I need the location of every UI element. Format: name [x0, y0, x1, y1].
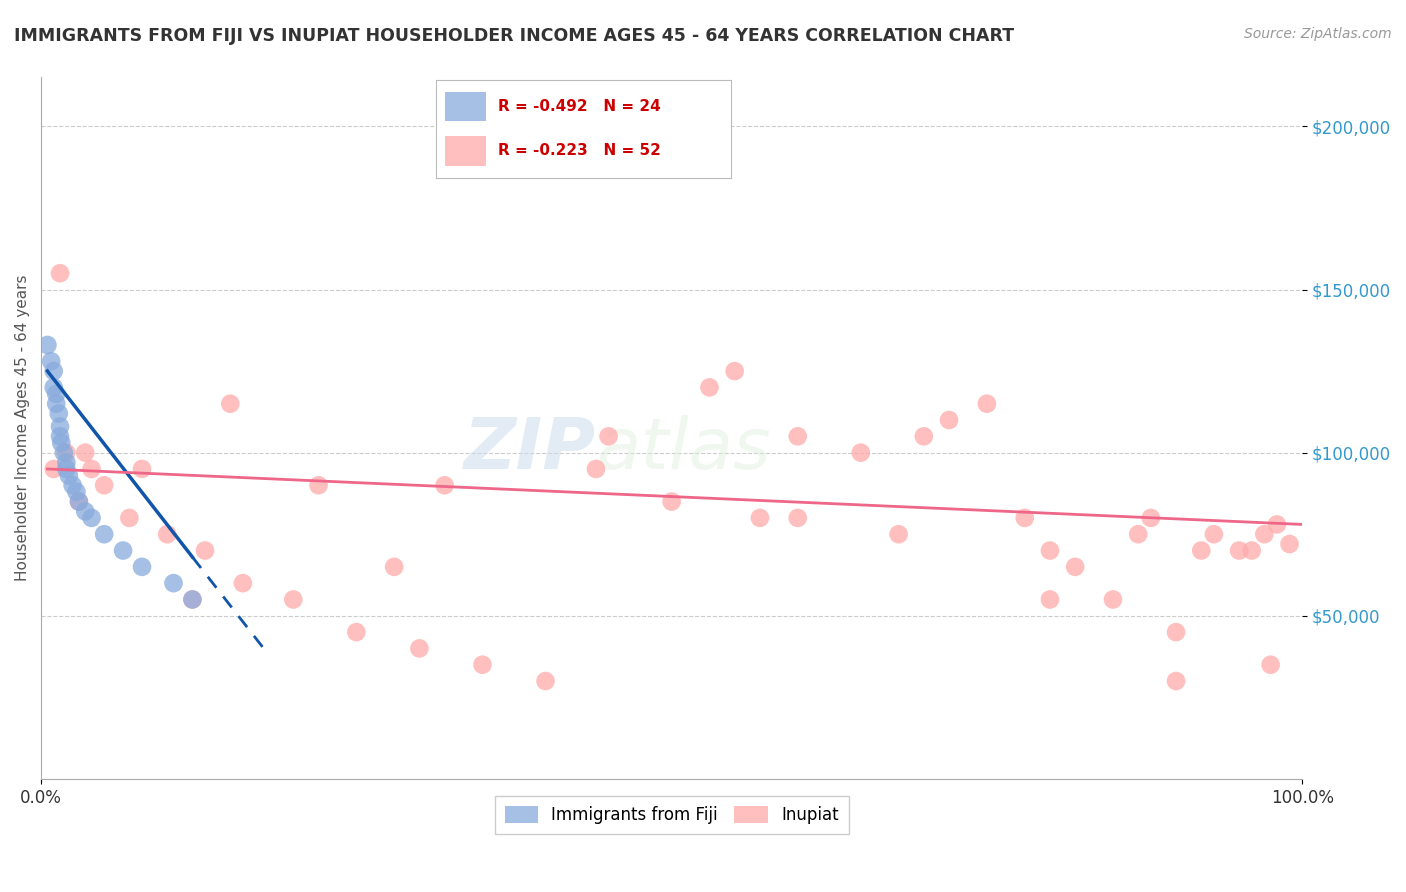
- Point: [308, 478, 330, 492]
- Point: [1278, 537, 1301, 551]
- Point: [49, 419, 72, 434]
- Point: [1265, 517, 1288, 532]
- Point: [408, 641, 430, 656]
- Point: [1227, 543, 1250, 558]
- Point: [1260, 657, 1282, 672]
- Text: atlas: atlas: [596, 415, 770, 483]
- Point: [938, 413, 960, 427]
- Point: [471, 657, 494, 672]
- Point: [724, 364, 747, 378]
- Point: [131, 559, 153, 574]
- Point: [62, 478, 84, 492]
- Point: [699, 380, 721, 394]
- Point: [51, 435, 73, 450]
- Point: [219, 397, 242, 411]
- Point: [67, 494, 90, 508]
- Point: [49, 429, 72, 443]
- Point: [1240, 543, 1263, 558]
- Point: [1253, 527, 1275, 541]
- Point: [534, 673, 557, 688]
- Point: [45, 397, 67, 411]
- Point: [661, 494, 683, 508]
- Point: [45, 387, 67, 401]
- Point: [181, 592, 204, 607]
- Bar: [444, 92, 486, 121]
- Point: [1164, 625, 1187, 640]
- Text: R = -0.492   N = 24: R = -0.492 N = 24: [498, 99, 661, 114]
- Point: [55, 445, 77, 459]
- Point: [65, 484, 87, 499]
- Point: [42, 364, 65, 378]
- Point: [1189, 543, 1212, 558]
- Text: IMMIGRANTS FROM FIJI VS INUPIAT HOUSEHOLDER INCOME AGES 45 - 64 YEARS CORRELATIO: IMMIGRANTS FROM FIJI VS INUPIAT HOUSEHOL…: [14, 27, 1014, 45]
- Point: [912, 429, 935, 443]
- Point: [93, 478, 115, 492]
- Point: [93, 527, 115, 541]
- Point: [118, 511, 141, 525]
- Point: [55, 455, 77, 469]
- Point: [344, 625, 367, 640]
- Point: [598, 429, 620, 443]
- Point: [786, 429, 808, 443]
- Point: [39, 354, 62, 368]
- Point: [1140, 511, 1163, 525]
- Point: [1202, 527, 1225, 541]
- Point: [42, 380, 65, 394]
- Point: [48, 407, 70, 421]
- Point: [67, 494, 90, 508]
- Point: [1164, 673, 1187, 688]
- Point: [1128, 527, 1150, 541]
- Point: [55, 462, 77, 476]
- Point: [156, 527, 179, 541]
- Point: [52, 445, 75, 459]
- Point: [1039, 543, 1062, 558]
- Point: [42, 462, 65, 476]
- Text: R = -0.223   N = 52: R = -0.223 N = 52: [498, 144, 661, 159]
- Point: [181, 592, 204, 607]
- Point: [112, 543, 135, 558]
- Point: [80, 462, 103, 476]
- Point: [75, 504, 97, 518]
- Point: [382, 559, 405, 574]
- Point: [1014, 511, 1036, 525]
- Point: [976, 397, 998, 411]
- Text: ZIP: ZIP: [464, 415, 596, 483]
- Point: [849, 445, 872, 459]
- Point: [80, 511, 103, 525]
- Legend: Immigrants from Fiji, Inupiat: Immigrants from Fiji, Inupiat: [495, 796, 849, 834]
- Point: [232, 576, 254, 591]
- Point: [887, 527, 910, 541]
- Point: [194, 543, 217, 558]
- Point: [786, 511, 808, 525]
- Point: [1064, 559, 1087, 574]
- Point: [58, 468, 80, 483]
- Bar: [444, 136, 486, 166]
- Point: [75, 445, 97, 459]
- Point: [1102, 592, 1125, 607]
- Point: [585, 462, 607, 476]
- Point: [131, 462, 153, 476]
- Point: [1039, 592, 1062, 607]
- Point: [283, 592, 305, 607]
- Y-axis label: Householder Income Ages 45 - 64 years: Householder Income Ages 45 - 64 years: [15, 275, 30, 582]
- Point: [748, 511, 770, 525]
- Point: [49, 266, 72, 280]
- Point: [433, 478, 456, 492]
- Point: [37, 338, 59, 352]
- Point: [162, 576, 184, 591]
- Text: Source: ZipAtlas.com: Source: ZipAtlas.com: [1244, 27, 1392, 41]
